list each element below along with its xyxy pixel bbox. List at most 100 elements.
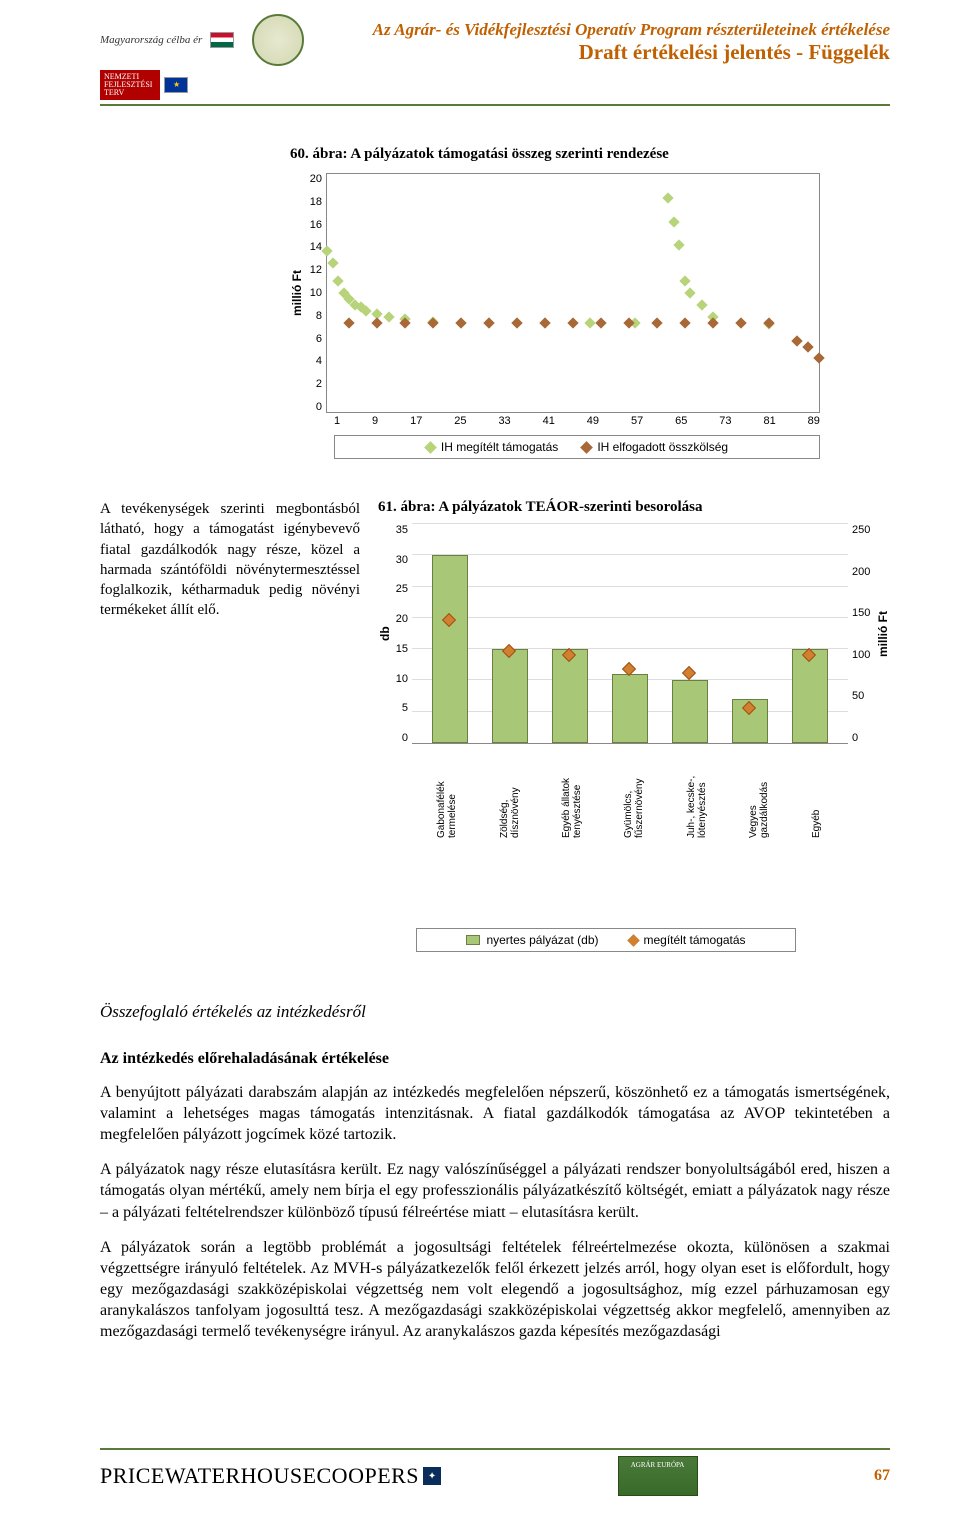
program-logo-icon — [252, 14, 304, 66]
y-tick: 2 — [304, 378, 322, 390]
chart-60-legend: IH megítélt támogatás IH elfogadott össz… — [334, 435, 820, 459]
y-tick: 10 — [304, 287, 322, 299]
legend2-label-1: nyertes pályázat (db) — [486, 933, 598, 947]
y-tick: 0 — [304, 401, 322, 413]
two-column-section: A tevékenységek szerinti megbontásból lá… — [100, 499, 890, 952]
header-left: Magyarország célba ér NEMZETI FEJLESZTÉS… — [100, 14, 304, 100]
data-point — [679, 275, 690, 286]
data-point — [372, 317, 383, 328]
data-point — [595, 317, 606, 328]
section-heading: Összefoglaló értékelés az intézkedésről — [100, 1002, 890, 1022]
x-tick: 81 — [763, 415, 775, 427]
chart-60-title: 60. ábra: A pályázatok támogatási összeg… — [290, 146, 820, 163]
x-tick: 25 — [454, 415, 466, 427]
y-tick: 15 — [392, 643, 408, 655]
eu-flag-icon — [164, 77, 188, 93]
bar — [552, 649, 589, 743]
chart-60-y-label: millió Ft — [290, 173, 304, 413]
category-label: Zöldség, dísznövény — [499, 748, 521, 838]
diamond-icon — [580, 441, 593, 454]
x-tick: 65 — [675, 415, 687, 427]
page-footer: PRICEWATERHOUSECOOPERS ✦ AGRÁR EURÓPA 67 — [100, 1448, 890, 1496]
y-tick: 200 — [852, 566, 876, 578]
y-tick: 18 — [304, 196, 322, 208]
data-point — [674, 240, 685, 251]
y-tick: 8 — [304, 310, 322, 322]
category-label: Juh-, kecske-, lótenyésztés — [686, 748, 708, 838]
data-point — [584, 317, 595, 328]
y-tick: 10 — [392, 673, 408, 685]
chart-61-plot — [412, 524, 848, 744]
diamond-icon — [424, 441, 437, 454]
page-number: 67 — [874, 1467, 890, 1485]
chart-61-legend: nyertes pályázat (db) megítélt támogatás — [416, 928, 796, 952]
legend2-item-1: nyertes pályázat (db) — [466, 933, 598, 947]
bar — [432, 555, 469, 743]
y-tick: 35 — [392, 524, 408, 536]
y-tick: 14 — [304, 241, 322, 253]
square-icon — [466, 935, 480, 945]
y-tick: 150 — [852, 607, 876, 619]
category-label: Egyéb állatok tenyésztése — [561, 748, 583, 838]
bar-column — [427, 524, 473, 743]
data-point — [802, 341, 813, 352]
bar-column — [727, 524, 773, 743]
data-point — [813, 353, 824, 364]
badge-line3: TERV — [104, 88, 124, 97]
y-tick: 20 — [304, 173, 322, 185]
data-point — [327, 258, 338, 269]
x-tick: 1 — [334, 415, 340, 427]
data-point — [763, 317, 774, 328]
y-tick: 50 — [852, 690, 876, 702]
data-point — [679, 317, 690, 328]
bar-column — [547, 524, 593, 743]
data-point — [456, 317, 467, 328]
data-point — [685, 287, 696, 298]
diamond-icon — [627, 934, 640, 947]
marker-point — [682, 666, 696, 680]
bar — [612, 674, 649, 743]
hungary-flag-icon — [210, 32, 234, 48]
x-tick: 89 — [808, 415, 820, 427]
legend2-label-2: megítélt támogatás — [644, 933, 746, 947]
page: Magyarország célba ér NEMZETI FEJLESZTÉS… — [0, 0, 960, 1516]
x-tick: 9 — [372, 415, 378, 427]
chart-60-area: millió Ft 20181614121086420 — [290, 173, 820, 413]
data-point — [333, 275, 344, 286]
left-paragraph: A tevékenységek szerinti megbontásból lá… — [100, 499, 360, 952]
data-point — [696, 299, 707, 310]
data-point — [668, 216, 679, 227]
header-right: Az Agrár- és Vidékfejlesztési Operatív P… — [304, 14, 890, 65]
page-header: Magyarország célba ér NEMZETI FEJLESZTÉS… — [100, 0, 890, 106]
chart-61-y-label-left: db — [378, 524, 392, 744]
chart-61-title: 61. ábra: A pályázatok TEÁOR-szerinti be… — [378, 499, 890, 516]
x-tick: 73 — [719, 415, 731, 427]
y-tick: 6 — [304, 333, 322, 345]
chart-60-y-ticks: 20181614121086420 — [304, 173, 326, 413]
paragraph-2: A pályázatok nagy része elutasításra ker… — [100, 1159, 890, 1222]
y-tick: 16 — [304, 219, 322, 231]
category-label: Vegyes gazdálkodás — [748, 748, 770, 838]
data-point — [383, 311, 394, 322]
y-tick: 30 — [392, 554, 408, 566]
bar — [792, 649, 829, 743]
paragraph-1: A benyújtott pályázati darabszám alapján… — [100, 1082, 890, 1145]
category-label: Gabonafélék termelése — [436, 748, 458, 838]
data-point — [791, 335, 802, 346]
paragraph-3: A pályázatok során a legtöbb problémát a… — [100, 1237, 890, 1343]
bar-column — [787, 524, 833, 743]
y-tick: 20 — [392, 613, 408, 625]
legend2-item-2: megítélt támogatás — [629, 933, 746, 947]
legend-label-2: IH elfogadott összkölség — [597, 440, 728, 454]
chart-61-y-ticks-right: 250200150100500 — [848, 524, 876, 744]
pwc-logo: PRICEWATERHOUSECOOPERS ✦ — [100, 1463, 441, 1489]
chart-60-plot — [326, 173, 820, 413]
category-label: Egyéb — [811, 748, 822, 838]
nft-badge: NEMZETI FEJLESZTÉSI TERV — [100, 70, 160, 100]
pwc-text: PRICEWATERHOUSECOOPERS — [100, 1463, 419, 1489]
x-tick: 57 — [631, 415, 643, 427]
data-point — [539, 317, 550, 328]
x-tick: 41 — [543, 415, 555, 427]
chart-60-x-ticks: 1917253341495765738189 — [334, 415, 820, 427]
document-subtitle: Draft értékelési jelentés - Függelék — [304, 40, 890, 65]
